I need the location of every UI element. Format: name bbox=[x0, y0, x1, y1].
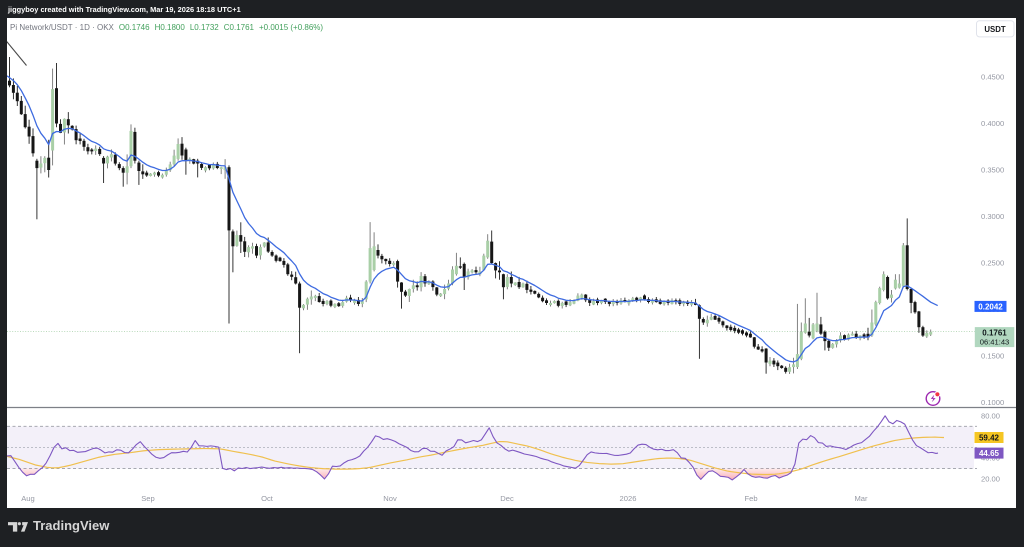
svg-text:Feb: Feb bbox=[744, 494, 757, 503]
svg-text:20.00: 20.00 bbox=[981, 475, 1000, 484]
svg-text:Mar: Mar bbox=[854, 494, 868, 503]
svg-text:0.4500: 0.4500 bbox=[981, 73, 1004, 82]
svg-text:0.1761: 0.1761 bbox=[982, 328, 1007, 337]
svg-text:2026: 2026 bbox=[620, 494, 637, 503]
svg-text:0.2500: 0.2500 bbox=[981, 259, 1004, 268]
svg-text:80.00: 80.00 bbox=[981, 411, 1000, 420]
svg-text:44.65: 44.65 bbox=[979, 449, 1000, 458]
svg-text:Dec: Dec bbox=[500, 494, 514, 503]
svg-text:0.3500: 0.3500 bbox=[981, 166, 1004, 175]
svg-text:Oct: Oct bbox=[261, 494, 274, 503]
svg-text:0.2042: 0.2042 bbox=[978, 302, 1003, 311]
svg-text:Aug: Aug bbox=[21, 494, 35, 503]
svg-text:06:41:43: 06:41:43 bbox=[980, 338, 1010, 347]
svg-text:59.42: 59.42 bbox=[979, 434, 1000, 443]
svg-text:Sep: Sep bbox=[141, 494, 155, 503]
svg-text:Nov: Nov bbox=[383, 494, 397, 503]
svg-text:0.3000: 0.3000 bbox=[981, 212, 1004, 221]
svg-text:0.1500: 0.1500 bbox=[981, 352, 1004, 361]
svg-text:0.1000: 0.1000 bbox=[981, 398, 1004, 407]
svg-text:0.4000: 0.4000 bbox=[981, 119, 1004, 128]
svg-text:USDT: USDT bbox=[984, 25, 1005, 34]
